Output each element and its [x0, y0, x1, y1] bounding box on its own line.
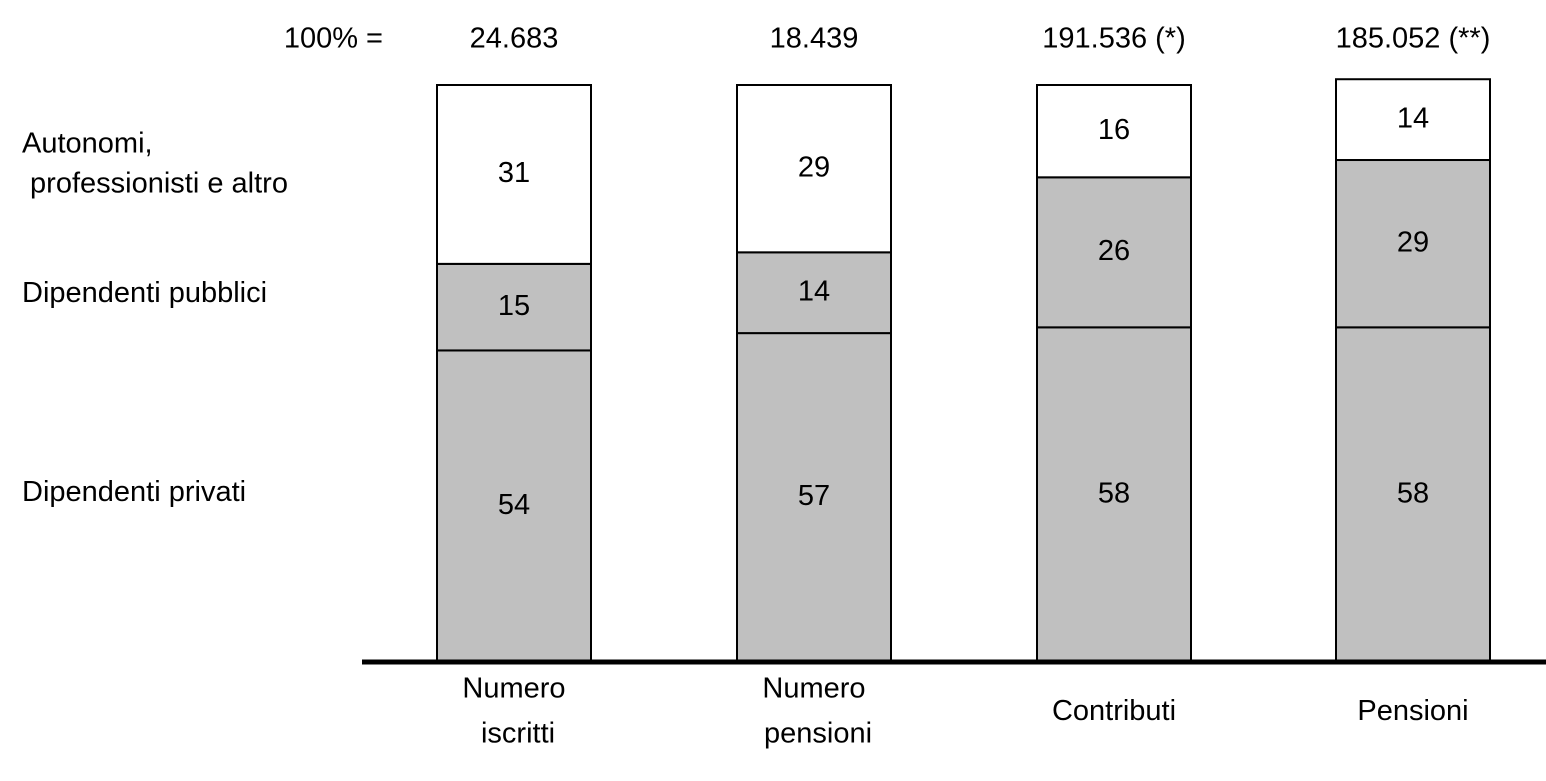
- bar-segment: [736, 84, 892, 254]
- bar-segment: [436, 262, 592, 352]
- series-label: Autonomi, professionisti e altro: [22, 127, 288, 199]
- total-label: 185.052 (**): [1336, 23, 1491, 55]
- bar-segment: [436, 349, 592, 663]
- bar-segment: [1335, 159, 1491, 329]
- bar-segment: [1335, 78, 1491, 162]
- data-label: 14: [1397, 102, 1429, 134]
- data-label: 58: [1397, 477, 1429, 509]
- bar-segment: [736, 251, 892, 335]
- series-label: Dipendenti privati: [22, 476, 246, 508]
- total-label: 24.683: [470, 23, 559, 55]
- x-tick-label: Pensioni: [1357, 695, 1468, 727]
- data-label: 31: [498, 157, 530, 189]
- data-label: 14: [798, 275, 830, 307]
- bar-segment: [736, 332, 892, 663]
- total-label: 191.536 (*): [1042, 23, 1186, 55]
- series-label: Dipendenti pubblici: [22, 277, 267, 309]
- data-label: 16: [1098, 114, 1130, 146]
- totals-label: 100% =: [284, 23, 383, 55]
- bar-segment: [1036, 84, 1192, 179]
- x-tick-label: Numero iscritti: [462, 672, 565, 749]
- data-label: 15: [498, 290, 530, 322]
- data-label: 29: [798, 151, 830, 183]
- total-label: 18.439: [770, 23, 859, 55]
- data-label: 26: [1098, 235, 1130, 267]
- data-label: 29: [1397, 226, 1429, 258]
- bar-segment: [1036, 176, 1192, 329]
- data-label: 57: [798, 480, 830, 512]
- data-label: 54: [498, 489, 530, 521]
- data-label: 58: [1098, 477, 1130, 509]
- bar-segment: [1335, 326, 1491, 663]
- x-tick-label: Numero pensioni: [756, 672, 872, 749]
- bar-segment: [436, 84, 592, 265]
- x-tick-label: Contributi: [1052, 695, 1176, 727]
